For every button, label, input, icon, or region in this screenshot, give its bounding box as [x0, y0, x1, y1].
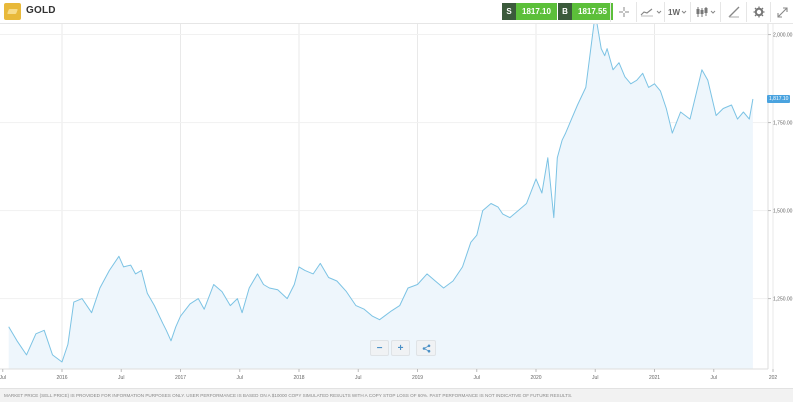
- disclaimer-footer: MARKET PRICE (SELL PRICE) IS PROVIDED FO…: [0, 388, 793, 402]
- x-tick-label: 2021: [649, 375, 660, 381]
- x-tick-label: 202: [769, 375, 778, 381]
- x-tick-label: Jul: [237, 375, 243, 381]
- chart-toolbar: GOLD S 1817.10 B 1817.55 1W: [0, 0, 793, 24]
- buy-button[interactable]: B 1817.55: [558, 3, 613, 20]
- x-tick-label: 2020: [530, 375, 541, 381]
- candles-button[interactable]: [690, 2, 720, 22]
- settings-button[interactable]: [746, 2, 770, 22]
- x-tick-label: 2016: [56, 375, 67, 381]
- draw-tool-button[interactable]: [720, 2, 746, 22]
- candles-icon: [696, 7, 708, 17]
- chart-type-button[interactable]: [636, 2, 664, 22]
- buy-price: 1817.55: [572, 3, 613, 20]
- sell-price: 1817.10: [516, 3, 557, 20]
- fullscreen-button[interactable]: [770, 2, 793, 22]
- price-line: [8, 24, 754, 363]
- crosshair-icon: [618, 7, 629, 17]
- crosshair-button[interactable]: [610, 2, 636, 22]
- x-tick-label: Jul: [355, 375, 361, 381]
- zoom-in-button[interactable]: +: [391, 340, 410, 356]
- sell-label: S: [502, 3, 516, 20]
- gear-icon: [753, 6, 764, 18]
- chevron-down-icon: [710, 10, 716, 14]
- price-area: [8, 24, 753, 369]
- share-icon: [422, 344, 430, 352]
- sell-button[interactable]: S 1817.10: [502, 3, 557, 20]
- y-tick-label: 1,500.00: [773, 209, 793, 215]
- buy-label: B: [558, 3, 572, 20]
- x-tick-label: Jul: [592, 375, 598, 381]
- x-tick-label: Jul: [474, 375, 480, 381]
- expand-icon: [776, 6, 788, 18]
- chevron-down-icon: [656, 10, 661, 14]
- instrument-title: GOLD: [26, 5, 56, 16]
- share-button[interactable]: [416, 340, 436, 356]
- x-tick-label: 2018: [293, 375, 304, 381]
- draw-tool-icon: [728, 6, 739, 18]
- x-tick-label: 2017: [175, 375, 186, 381]
- x-tick-label: Jul: [711, 375, 717, 381]
- y-tick-label: 1,750.00: [773, 121, 793, 127]
- y-tick-label: 1,250.00: [773, 297, 793, 303]
- y-tick-label: 2,000.00: [773, 33, 793, 39]
- zoom-out-button[interactable]: −: [370, 340, 389, 356]
- zoom-in-icon: +: [397, 342, 404, 354]
- price-chart[interactable]: 2,000.00 1,750.00 1,500.00 1,250.00 Jul 2016 J…: [0, 24, 793, 388]
- chevron-down-icon: [681, 10, 687, 14]
- x-tick-label: Jul: [118, 375, 124, 381]
- x-tick-label: Jul: [0, 375, 6, 381]
- timeframe-selector[interactable]: 1W: [664, 2, 690, 22]
- chart-type-icon: [640, 8, 653, 17]
- x-tick-label: 2019: [412, 375, 423, 381]
- timeframe-label: 1W: [668, 7, 680, 17]
- zoom-out-icon: −: [376, 342, 383, 354]
- gold-logo-icon: [4, 3, 21, 20]
- current-price-badge: 1,817.10: [767, 94, 791, 103]
